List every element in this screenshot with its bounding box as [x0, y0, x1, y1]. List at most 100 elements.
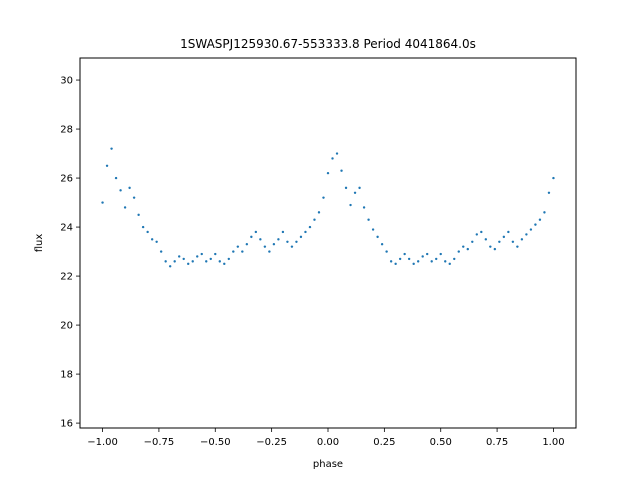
x-tick-label: 0.50 [430, 437, 452, 448]
data-point [286, 240, 289, 243]
data-point [453, 257, 456, 261]
data-point [367, 218, 370, 221]
x-tick-label: 0.25 [373, 437, 395, 448]
data-point [299, 235, 303, 239]
data-point [259, 238, 262, 241]
data-point [426, 252, 429, 256]
data-point [168, 265, 172, 268]
data-point [398, 257, 402, 261]
x-tick-label: 0.00 [317, 437, 339, 448]
data-point [200, 252, 203, 256]
data-point [290, 245, 294, 248]
x-tick-label: 0.75 [486, 437, 508, 448]
x-tick-label: −0.50 [200, 437, 231, 448]
data-point [313, 218, 316, 221]
data-point [340, 169, 343, 172]
data-point [412, 262, 415, 266]
data-point [308, 225, 312, 229]
data-point [178, 255, 181, 258]
data-point [516, 245, 519, 248]
data-point [159, 250, 163, 253]
data-point [480, 230, 483, 234]
data-point [498, 240, 501, 243]
data-point [362, 206, 366, 209]
data-point [331, 157, 334, 160]
data-point [119, 189, 122, 192]
data-point [407, 257, 411, 261]
data-point [466, 247, 469, 251]
y-tick-label: 28 [60, 125, 73, 136]
data-point [543, 211, 546, 214]
data-point [245, 243, 249, 246]
data-point [114, 176, 118, 180]
data-point [137, 213, 140, 217]
data-point [484, 238, 488, 241]
data-point [416, 260, 420, 263]
data-point [232, 250, 235, 253]
data-point [277, 238, 280, 241]
data-point [101, 201, 104, 204]
data-point [394, 262, 397, 266]
data-point [344, 186, 348, 190]
data-point [150, 238, 154, 241]
data-point [304, 230, 307, 234]
x-axis-label: phase [313, 459, 343, 470]
data-point [502, 235, 506, 239]
data-point [493, 247, 497, 251]
scatter-points [101, 147, 555, 268]
y-tick-label: 24 [60, 223, 73, 234]
y-tick-label: 16 [60, 419, 73, 430]
data-point [520, 238, 524, 241]
y-tick-label: 18 [60, 370, 73, 381]
data-point [317, 211, 321, 214]
data-point [236, 245, 240, 248]
data-point [281, 230, 285, 234]
data-point [511, 240, 515, 243]
y-tick-label: 26 [60, 174, 73, 185]
data-point [110, 147, 113, 150]
data-point [475, 233, 478, 236]
data-point [218, 260, 221, 263]
data-point [241, 250, 244, 253]
data-point [105, 164, 109, 168]
data-point [376, 235, 379, 239]
data-point [489, 245, 492, 248]
data-point [389, 260, 393, 263]
data-point [191, 260, 194, 263]
data-point [123, 206, 127, 209]
chart-title: 1SWASPJ125930.67-553333.8 Period 4041864… [180, 37, 476, 51]
data-point [421, 255, 424, 258]
x-tick-label: −0.25 [256, 437, 287, 448]
data-point [209, 257, 212, 261]
data-point [507, 230, 510, 234]
data-point [295, 240, 298, 243]
data-point [385, 250, 388, 253]
data-point [358, 186, 361, 190]
y-axis: 16 18 20 22 24 26 28 30 [60, 76, 80, 430]
data-point [457, 250, 460, 253]
data-point [268, 250, 271, 253]
data-point [529, 228, 533, 231]
data-point [254, 230, 258, 234]
data-point [263, 245, 267, 248]
data-point [444, 260, 447, 263]
data-point [538, 218, 542, 221]
data-point [353, 191, 357, 194]
data-point [146, 230, 149, 234]
data-point [471, 240, 474, 243]
data-point [173, 260, 176, 263]
data-point [326, 171, 330, 175]
data-point [128, 186, 131, 190]
data-point [164, 260, 167, 263]
data-point [552, 176, 555, 180]
data-point [335, 152, 339, 155]
data-point [371, 228, 375, 231]
data-point [322, 196, 325, 199]
data-point [462, 245, 465, 248]
data-point [525, 233, 528, 236]
data-point [439, 252, 442, 256]
data-point [435, 257, 438, 261]
y-tick-label: 20 [60, 321, 73, 332]
